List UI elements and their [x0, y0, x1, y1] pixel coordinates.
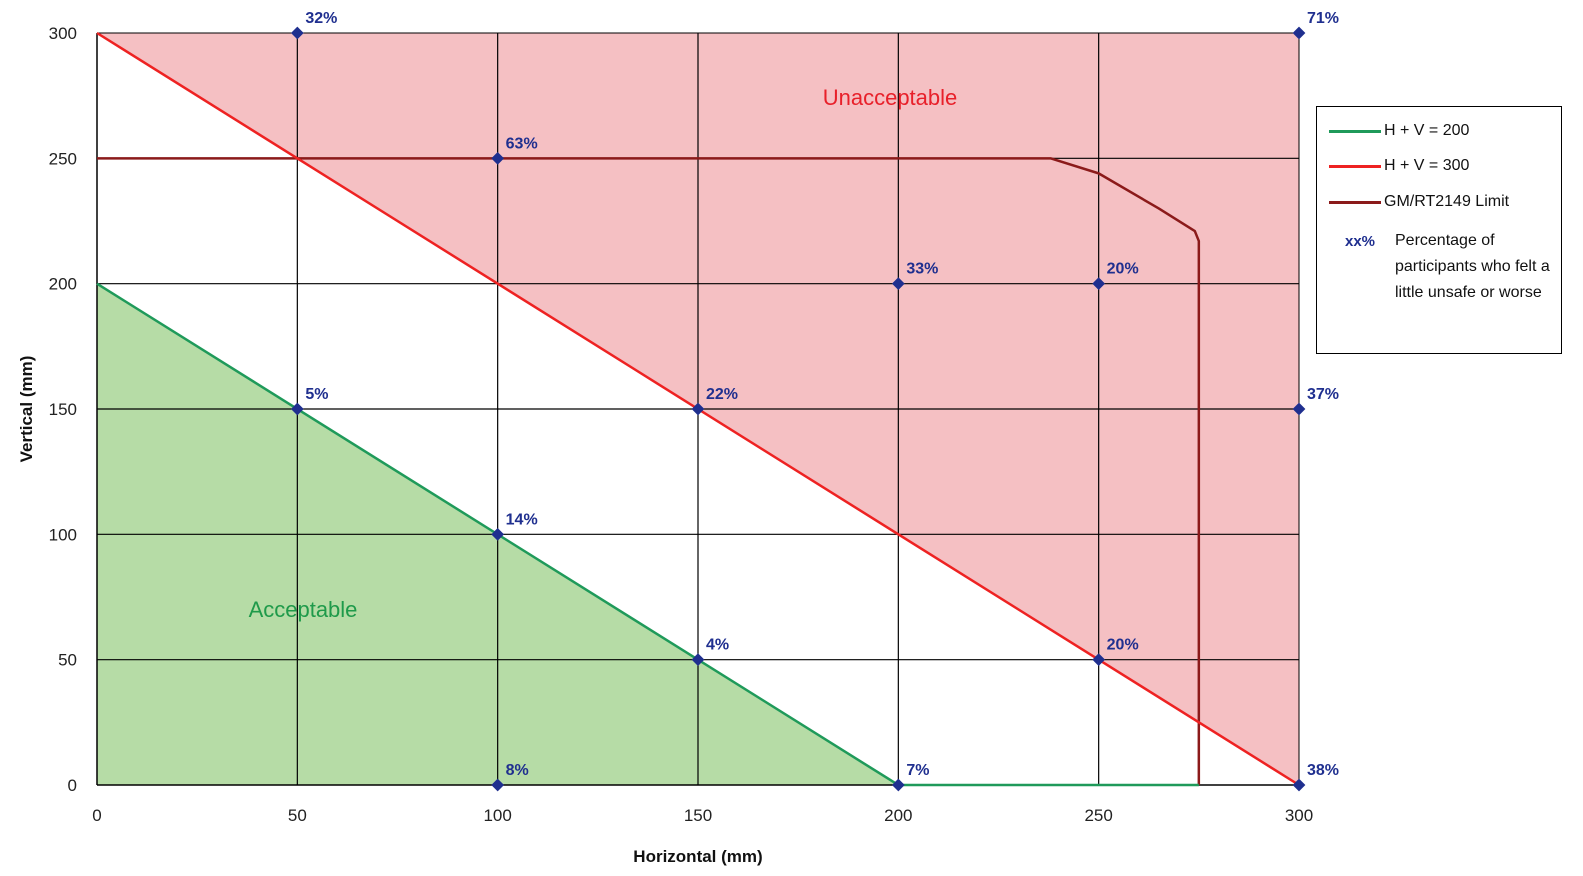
x-axis-title: Horizontal (mm) [633, 847, 762, 866]
legend-label: GM/RT2149 Limit [1384, 193, 1510, 210]
region-label-unacceptable: Unacceptable [823, 85, 958, 110]
x-tick-label: 150 [684, 806, 712, 825]
y-axis-title: Vertical (mm) [17, 356, 36, 463]
ticks-layer: 0 50 100 150 200 250 300 0 50 100 150 200 250 300 [49, 24, 1314, 825]
data-point-label: 37% [1307, 386, 1339, 403]
data-point [290, 402, 304, 416]
data-point-label: 32% [305, 10, 337, 27]
x-tick-label: 250 [1084, 806, 1112, 825]
y-tick-label: 150 [49, 400, 77, 419]
y-tick-label: 200 [49, 275, 77, 294]
data-point-label: 4% [706, 637, 729, 654]
y-tick-label: 50 [58, 651, 77, 670]
legend-note-text: Percentage of participants who felt a li… [1395, 232, 1550, 301]
data-point-label: 38% [1307, 762, 1339, 779]
legend-note-key: xx% [1345, 233, 1376, 250]
legend-item: H + V = 200 [1317, 121, 1469, 141]
region-label-acceptable: Acceptable [249, 597, 358, 622]
x-tick-label: 100 [483, 806, 511, 825]
data-point-label: 71% [1307, 10, 1339, 27]
data-point-label: 20% [1107, 261, 1139, 278]
data-point-label: 20% [1107, 637, 1139, 654]
y-tick-label: 0 [68, 776, 77, 795]
legend-item: H + V = 300 [1317, 156, 1469, 176]
data-point [891, 778, 905, 792]
legend-swatch-h-v-300 [1329, 164, 1381, 168]
data-point [491, 151, 505, 165]
data-point-label: 33% [906, 261, 938, 278]
data-point-label: 14% [506, 511, 538, 528]
data-point-label: 22% [706, 386, 738, 403]
y-tick-label: 100 [49, 525, 77, 544]
data-point-label: 5% [305, 386, 328, 403]
legend-swatch-h-v-200 [1329, 129, 1381, 133]
data-point-label: 63% [506, 135, 538, 152]
x-tick-label: 0 [92, 806, 101, 825]
data-point-label: 7% [906, 762, 929, 779]
x-tick-label: 50 [288, 806, 307, 825]
data-point [290, 26, 304, 40]
data-point-label: 8% [506, 762, 529, 779]
legend: H + V = 200 H + V = 300 GM/RT2149 Limit … [1316, 106, 1562, 354]
legend-label: H + V = 200 [1384, 122, 1470, 139]
legend-swatch-gm-limit [1329, 200, 1381, 204]
y-tick-label: 300 [49, 24, 77, 43]
legend-label: H + V = 300 [1384, 157, 1470, 174]
x-tick-label: 300 [1285, 806, 1313, 825]
legend-item: GM/RT2149 Limit [1317, 192, 1509, 212]
series-line-gm-rt2149-limit [97, 157, 1201, 785]
legend-note: xx% Percentage of participants who felt … [1345, 232, 1555, 306]
y-tick-label: 250 [49, 149, 77, 168]
x-tick-label: 200 [884, 806, 912, 825]
